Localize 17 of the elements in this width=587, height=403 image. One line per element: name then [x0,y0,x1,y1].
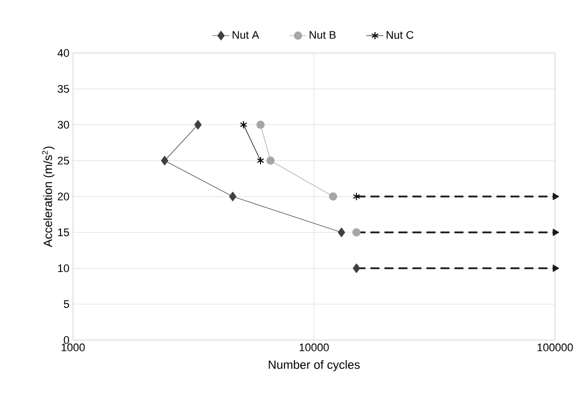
legend-label: Nut B [310,31,336,39]
y-tick-label: 25 [58,156,70,165]
x-tick-label: 10000 [300,344,329,352]
y-tick-label: 40 [58,49,70,57]
legend-label: Nut C [386,31,414,39]
y-tick-label: 30 [58,120,70,129]
y-tick-label: 5 [64,300,70,308]
x-axis-title: Number of cycles [268,360,360,372]
x-tick-label: 1000 [62,344,85,352]
legend-label: Nut A [232,31,260,39]
y-axis-title: Acceleration (m/s$^{2}$) [42,146,54,248]
y-tick-label: 20 [58,192,70,200]
y-tick-label: 35 [58,85,70,93]
y-tick-label: 10 [58,264,70,272]
y-tick-label: 0 [64,336,70,344]
y-tick-label: 15 [58,228,70,236]
x-tick-label: 100000 [538,344,573,352]
